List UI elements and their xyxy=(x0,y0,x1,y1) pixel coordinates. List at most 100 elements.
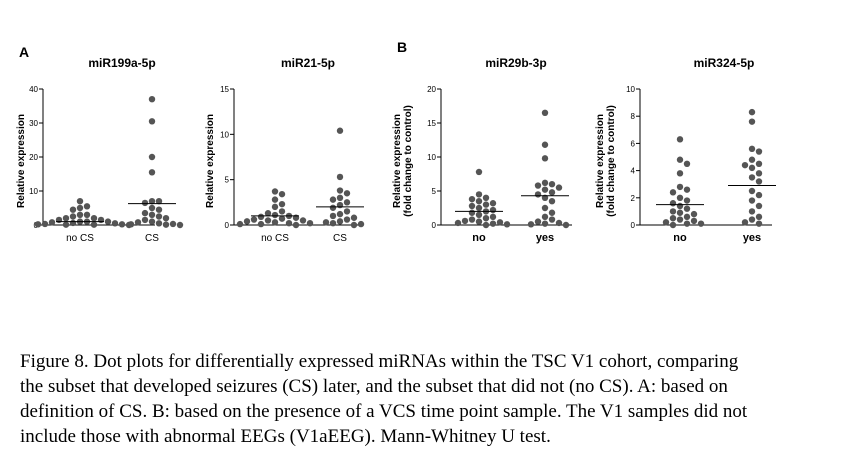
data-point xyxy=(278,215,286,222)
data-point xyxy=(669,200,677,207)
data-point xyxy=(676,202,684,210)
data-point xyxy=(271,219,279,226)
figure-panels: A B miR199a-5p010203040Relative expressi… xyxy=(16,39,776,244)
data-point xyxy=(461,217,469,225)
dot-plot-1: miR199a-5p010203040Relative expressionno… xyxy=(16,56,184,244)
data-point xyxy=(90,221,98,228)
data-point xyxy=(748,108,756,116)
data-point xyxy=(662,219,670,226)
data-point xyxy=(748,156,756,163)
data-point xyxy=(97,216,105,224)
data-point xyxy=(322,219,330,226)
data-point xyxy=(541,109,549,117)
data-point xyxy=(748,197,756,204)
data-point xyxy=(482,221,490,229)
y-tick-label: 0 xyxy=(432,221,437,230)
data-point xyxy=(676,136,684,143)
data-point xyxy=(350,221,358,229)
data-point xyxy=(155,198,163,205)
category-label: yes xyxy=(743,232,761,244)
data-point xyxy=(683,186,691,193)
data-point xyxy=(475,198,483,205)
data-point xyxy=(162,221,170,228)
y-tick-label: 15 xyxy=(220,85,229,94)
data-point xyxy=(69,206,77,213)
data-point xyxy=(336,127,344,134)
y-tick-label: 6 xyxy=(631,139,636,148)
data-point xyxy=(748,216,756,223)
data-point xyxy=(741,219,749,226)
data-point xyxy=(148,169,156,176)
y-axis-label: Relative expression xyxy=(16,114,27,208)
data-point xyxy=(155,213,163,220)
data-point xyxy=(162,215,170,222)
panel-letter-b: B xyxy=(397,39,407,55)
data-point xyxy=(271,211,279,219)
y-axis-label: (fold change to control) xyxy=(403,105,414,217)
data-point xyxy=(336,173,344,181)
data-point xyxy=(83,203,91,210)
data-point xyxy=(350,214,358,221)
data-point xyxy=(676,194,684,201)
data-point xyxy=(669,221,677,229)
data-point xyxy=(548,216,556,223)
category-label: yes xyxy=(536,232,554,244)
data-point xyxy=(669,189,677,196)
data-point xyxy=(676,170,684,177)
data-point xyxy=(555,219,563,227)
data-point xyxy=(62,221,70,228)
category-label: no CS xyxy=(66,233,94,244)
data-point xyxy=(264,217,272,224)
y-tick-label: 10 xyxy=(427,153,436,162)
data-point xyxy=(357,220,365,228)
data-point xyxy=(454,219,462,227)
data-point xyxy=(683,160,691,167)
data-point xyxy=(489,200,497,207)
data-point xyxy=(475,204,483,212)
data-point xyxy=(69,213,77,220)
charts-group: miR199a-5p010203040Relative expressionno… xyxy=(16,56,776,244)
data-point xyxy=(343,199,351,206)
y-tick-label: 20 xyxy=(29,153,38,162)
data-point xyxy=(278,208,286,215)
data-point xyxy=(475,218,483,225)
data-point xyxy=(118,221,126,228)
data-point xyxy=(278,190,286,198)
data-point xyxy=(468,202,476,210)
data-point xyxy=(329,204,337,211)
data-point xyxy=(755,178,763,185)
data-point xyxy=(306,219,314,227)
panel-letter-a: A xyxy=(19,44,29,60)
data-point xyxy=(562,221,570,229)
category-label: CS xyxy=(333,233,347,244)
data-point xyxy=(555,184,563,191)
dot-plot-3: miR29b-3p 0 5 10 15 20 Relative expression (fol… xyxy=(392,56,572,244)
data-point xyxy=(271,188,279,195)
caption-line: the subset that developed seizures (CS) … xyxy=(20,376,728,397)
data-point xyxy=(683,220,691,227)
data-point xyxy=(148,211,156,218)
data-point xyxy=(343,216,351,223)
data-point xyxy=(148,204,156,212)
data-point xyxy=(676,183,684,191)
data-point xyxy=(41,220,49,228)
data-point xyxy=(329,219,337,227)
data-point xyxy=(343,208,351,215)
y-tick-label: 5 xyxy=(225,176,230,185)
data-point xyxy=(748,118,756,125)
data-point xyxy=(690,217,698,225)
category-label: no xyxy=(472,232,486,244)
data-point xyxy=(676,209,684,216)
data-point xyxy=(669,208,677,215)
data-point xyxy=(336,194,344,201)
data-point xyxy=(755,213,763,221)
y-tick-label: 40 xyxy=(29,85,38,94)
caption-line: include those with abnormal EEGs (V1aEEG… xyxy=(20,426,551,447)
y-tick-label: 10 xyxy=(626,85,635,94)
chart-title: miR29b-3p xyxy=(485,56,546,70)
caption-line: Figure 8. Dot plots for differentially e… xyxy=(20,351,739,372)
data-point xyxy=(141,216,149,224)
category-label: no CS xyxy=(261,233,289,244)
data-point xyxy=(482,201,490,208)
data-point xyxy=(669,215,677,222)
